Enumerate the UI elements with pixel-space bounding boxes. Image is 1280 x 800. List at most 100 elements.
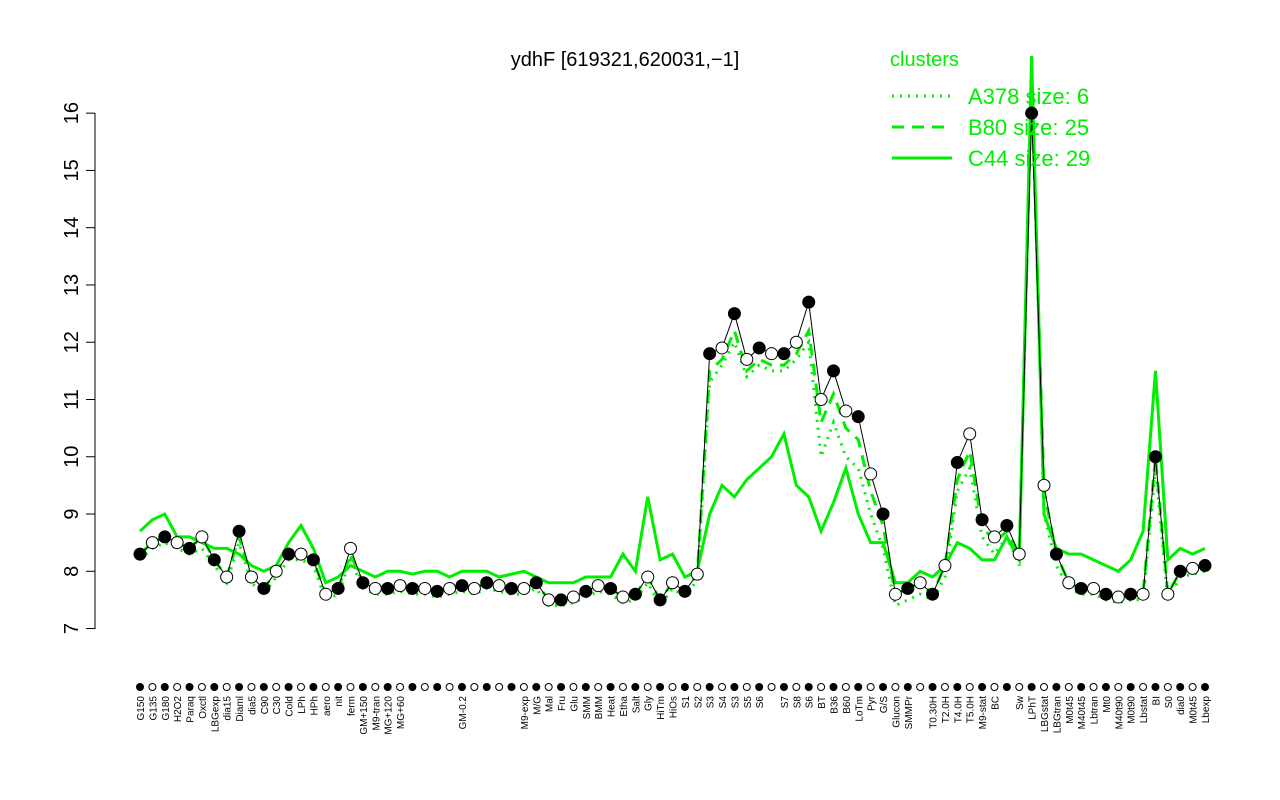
- point: [703, 347, 717, 361]
- category-dot: [396, 683, 405, 691]
- category-dot: [841, 683, 850, 691]
- x-tick-label: Sw: [1015, 695, 1026, 710]
- legend-label: B80 size: 25: [968, 115, 1089, 140]
- x-tick-label: Salt: [631, 696, 642, 713]
- y-tick-label: 15: [61, 159, 83, 181]
- point: [1124, 587, 1138, 601]
- x-tick-label: T5.0H: [966, 696, 977, 723]
- x-tick-label: SMMPr: [904, 695, 915, 729]
- point: [765, 347, 779, 361]
- category-dot: [631, 683, 640, 691]
- x-tick-label: S8: [792, 696, 803, 709]
- category-dot: [866, 683, 875, 691]
- category-dot: [569, 683, 578, 691]
- category-dot: [457, 683, 466, 691]
- point: [566, 590, 580, 604]
- point: [1198, 559, 1212, 573]
- category-dot: [321, 683, 330, 691]
- point: [1111, 590, 1125, 604]
- point: [207, 553, 221, 567]
- point: [381, 581, 395, 595]
- category-dot: [544, 683, 553, 691]
- point: [963, 427, 977, 441]
- category-dot: [829, 683, 838, 691]
- point: [1161, 587, 1175, 601]
- x-tick-label: dia0: [1176, 696, 1187, 715]
- category-dot: [235, 683, 244, 691]
- category-dot: [668, 683, 677, 691]
- x-tick-label: M0t45: [1189, 696, 1200, 724]
- x-tick-label: S1: [681, 696, 692, 709]
- x-tick-label: T4.0H: [953, 696, 964, 723]
- category-dot: [978, 683, 987, 691]
- x-tick-label: G150: [136, 696, 147, 721]
- category-dot: [173, 683, 182, 691]
- point: [950, 455, 964, 469]
- point: [158, 530, 172, 544]
- point: [789, 335, 803, 349]
- category-dot: [296, 683, 305, 691]
- category-dot: [1015, 683, 1024, 691]
- x-tick-label: Lbstat: [1139, 696, 1150, 723]
- category-dot: [1089, 683, 1098, 691]
- point: [232, 524, 246, 538]
- category-dot: [903, 683, 912, 691]
- point: [1037, 478, 1051, 492]
- point: [715, 341, 729, 355]
- x-tick-label: M/G: [532, 696, 543, 715]
- x-tick-label: Gly: [644, 696, 655, 711]
- x-tick-label: Cold: [285, 696, 296, 717]
- category-dot: [928, 683, 937, 691]
- point: [926, 587, 940, 601]
- x-tick-label: HiOs: [669, 696, 680, 718]
- category-dot: [1040, 683, 1049, 691]
- category-dot: [284, 683, 293, 691]
- category-dot: [346, 683, 355, 691]
- point: [554, 593, 568, 607]
- x-tick-label: C90: [260, 696, 271, 715]
- x-tick-label: dia5: [247, 696, 258, 715]
- legend-title: clusters: [890, 49, 959, 71]
- category-dot: [618, 683, 627, 691]
- category-dot: [990, 683, 999, 691]
- point: [418, 581, 432, 595]
- category-dot: [705, 683, 714, 691]
- x-tick-label: M9-exp: [520, 696, 531, 730]
- x-tick-label: LoTm: [854, 696, 865, 722]
- point: [616, 590, 630, 604]
- category-dot: [879, 683, 888, 691]
- x-tick-label: Glucon: [891, 696, 902, 728]
- category-dot: [334, 683, 343, 691]
- category-dot: [817, 683, 826, 691]
- x-tick-label: Lbtran: [1090, 696, 1101, 724]
- point: [505, 581, 519, 595]
- category-dot: [940, 683, 949, 691]
- x-tick-label: G135: [148, 696, 159, 721]
- point: [492, 579, 506, 593]
- category-dot: [1151, 683, 1160, 691]
- x-tick-label: Etha: [619, 696, 630, 717]
- category-dot: [779, 683, 788, 691]
- point: [306, 553, 320, 567]
- x-tick-label: M40t90: [1114, 696, 1125, 730]
- category-dot: [854, 683, 863, 691]
- x-tick-label: Fru: [557, 696, 568, 711]
- point: [851, 410, 865, 424]
- point: [666, 576, 679, 590]
- category-dot: [309, 683, 318, 691]
- point: [1173, 564, 1187, 578]
- category-dot: [445, 683, 454, 691]
- point: [653, 593, 667, 607]
- point: [133, 547, 147, 561]
- point: [938, 559, 952, 573]
- x-tick-label: M9-tran: [371, 696, 382, 730]
- category-dot: [470, 683, 479, 691]
- x-tick-label: LPhT: [1028, 696, 1039, 720]
- point: [752, 341, 766, 355]
- x-tick-label: LBGexp: [210, 696, 221, 733]
- category-dot: [1027, 683, 1036, 691]
- category-dot: [160, 683, 169, 691]
- category-dot: [1077, 683, 1086, 691]
- category-dot: [792, 683, 801, 691]
